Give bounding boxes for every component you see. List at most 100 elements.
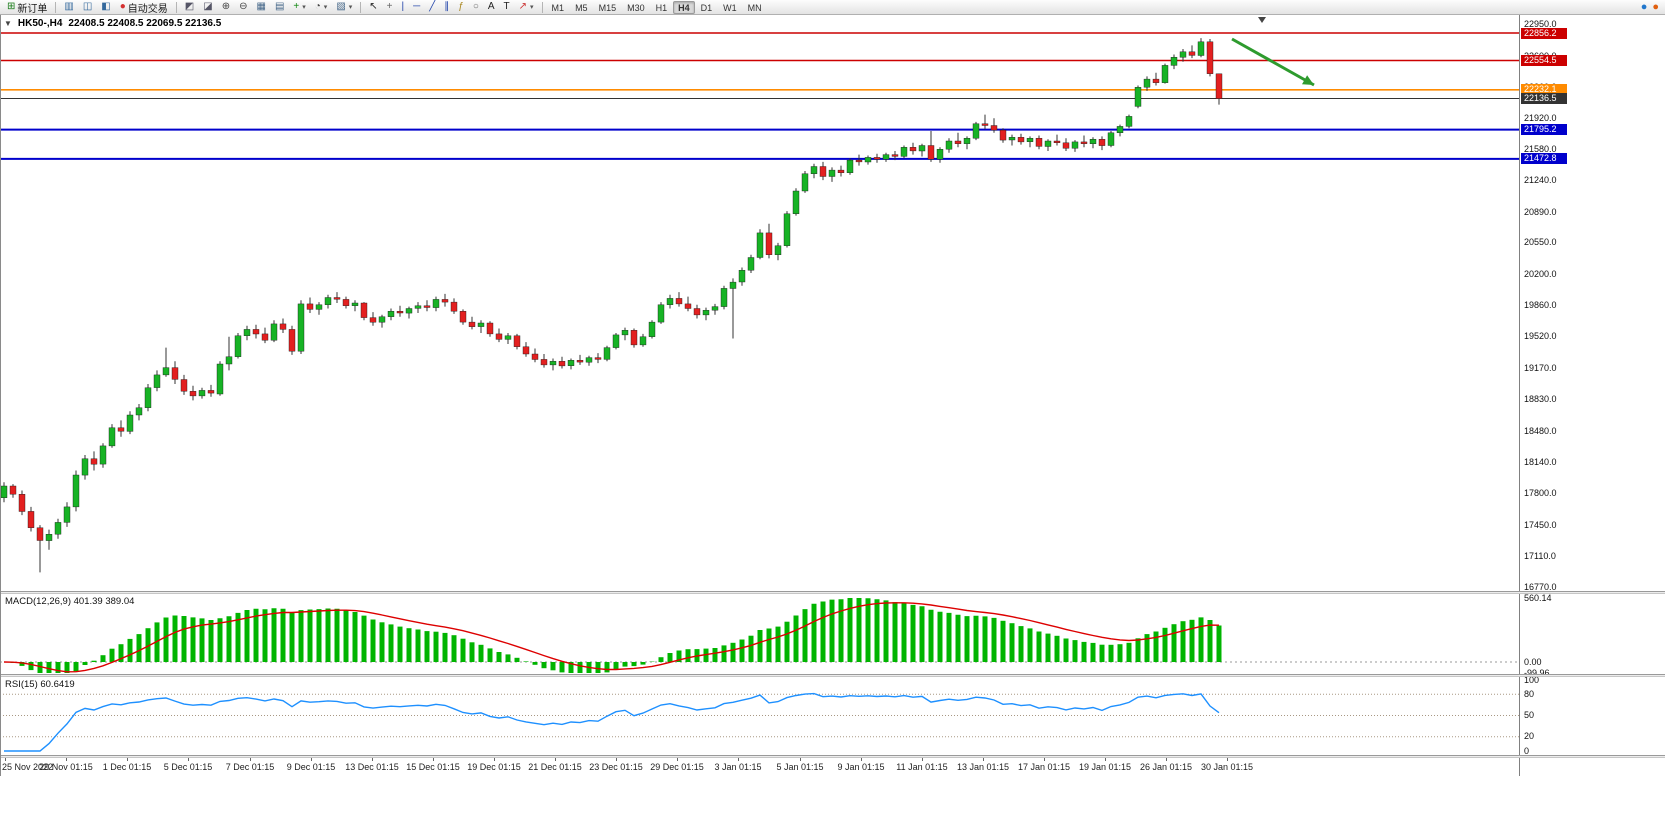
x-axis-label: 9 Dec 01:15 [286,762,336,772]
macd-canvas[interactable] [0,594,1519,674]
one-click-trading-toggle[interactable]: ▼ [4,19,12,28]
x-axis-tick [616,758,617,761]
candle [666,298,674,305]
x-axis-tick [922,758,923,761]
fibonacci-icon[interactable]: ƒ [454,1,468,14]
candle [1098,138,1106,146]
x-axis-label: 3 Jan 01:15 [714,762,762,772]
chart-shift-marker[interactable] [1258,17,1266,23]
rsi-canvas[interactable] [0,677,1519,755]
candle [153,374,161,388]
y-axis-tick: 21580.0 [1524,143,1557,154]
candle [432,299,440,308]
cascade-windows-icon[interactable]: ▤ [271,1,288,14]
candle [27,511,35,528]
timeframe-m15[interactable]: M15 [598,2,617,13]
timeframe-m5[interactable]: M5 [575,2,588,13]
cascade-windows-icon-glyph: ▤ [274,1,285,12]
rsi-label: RSI(15) 60.6419 [5,679,75,690]
x-axis-tick [677,758,678,761]
candle [972,123,980,139]
candle [1071,141,1079,149]
navigator-icon-glyph: ◧ [101,1,111,12]
periods-icon[interactable]: ◔ ▾ [311,1,332,14]
bar-chart-down-icon[interactable]: ◪ [199,1,216,14]
bar-chart-up-icon[interactable]: ◩ [181,1,198,14]
candle [792,190,800,214]
candle [495,333,503,340]
time-axis[interactable]: 25 Nov 2022 29 Nov 01:15 1 Dec 01:15 5 Dec … [0,758,1519,776]
timeframe-d1[interactable]: D1 [700,2,713,13]
candle [585,357,593,363]
zoom-in-icon[interactable]: ⊕ [218,1,234,14]
market-watch-icon[interactable]: ▥ [60,1,77,14]
x-axis-label: 7 Dec 01:15 [225,762,275,772]
price-axis[interactable]: 22950.022600.022260.021920.021580.021240… [1519,15,1665,776]
zoom-out-icon[interactable]: ⊖ [235,1,251,14]
x-axis-label: 13 Dec 01:15 [345,762,399,772]
panel-divider[interactable] [0,755,1665,758]
shapes-icon-glyph: ○ [472,1,479,12]
candle [117,427,125,432]
crosshair-icon-glyph: + [386,1,393,12]
record-icon[interactable]: ● [1652,0,1659,13]
timeframe-mn[interactable]: MN [747,2,762,13]
timeframe-w1[interactable]: W1 [723,2,737,13]
new-order-button[interactable]: ⊞ 新订单 [3,1,51,15]
templates-icon[interactable]: ▧ ▾ [332,1,356,14]
crosshair-icon[interactable]: + [383,1,397,14]
candle [414,305,422,309]
y-axis-tick: 19170.0 [1524,363,1557,373]
candle [0,485,8,499]
candle [450,301,458,312]
panel-divider[interactable] [0,591,1665,594]
candle [387,311,395,317]
arrows-icon[interactable]: ↗ ▾ [515,1,538,14]
timeframe-h4[interactable]: H4 [673,0,695,14]
horizontal-line-icon[interactable]: ─ [409,1,424,14]
price-line-label: 21472.8 [1521,153,1567,165]
timeframe-h1[interactable]: H1 [655,2,668,13]
tile-windows-icon[interactable]: ▦ [252,1,269,14]
trendline-icon[interactable]: ╱ [425,1,439,14]
indicators-icon[interactable]: + ▾ [289,1,309,14]
x-axis-label: 21 Dec 01:15 [528,762,582,772]
cursor-icon[interactable]: ↖ [365,1,381,14]
main-chart-canvas[interactable] [0,15,1519,591]
candle [837,169,845,174]
timeframe-m30[interactable]: M30 [627,2,645,13]
candle [918,145,926,152]
candle [1215,73,1223,99]
trend-arrow-annotation[interactable] [1231,37,1315,87]
channel-icon[interactable]: ∥ [440,1,453,14]
candle [360,302,368,318]
candle [108,427,116,447]
navigator-icon[interactable]: ◧ [97,1,114,14]
data-window-icon[interactable]: ◫ [79,1,96,14]
candle [99,445,107,465]
shapes-icon[interactable]: ○ [469,1,483,14]
candle [9,485,17,495]
timeframe-m1[interactable]: M1 [551,2,565,13]
toolbar-separator [541,1,543,13]
text-label-icon[interactable]: T [500,1,514,14]
price-line-label: 22554.5 [1521,55,1567,66]
y-axis-tick: 17110.0 [1524,550,1556,561]
candle [342,299,350,306]
candle [171,367,179,380]
y-axis-tick: 17800.0 [1524,487,1557,498]
candle [999,129,1007,141]
community-icon[interactable]: ● [1640,0,1648,13]
x-axis-label: 29 Nov 01:15 [39,762,93,772]
candle [288,329,296,352]
vertical-line-icon[interactable]: | [398,1,409,14]
candle [810,166,818,175]
panel-divider[interactable] [0,674,1665,677]
candle [630,330,638,346]
candle [855,159,863,163]
candle [711,306,719,311]
text-icon[interactable]: A [484,1,499,14]
candle [513,335,521,347]
autotrading-button[interactable]: ● 自动交易 [116,1,172,15]
